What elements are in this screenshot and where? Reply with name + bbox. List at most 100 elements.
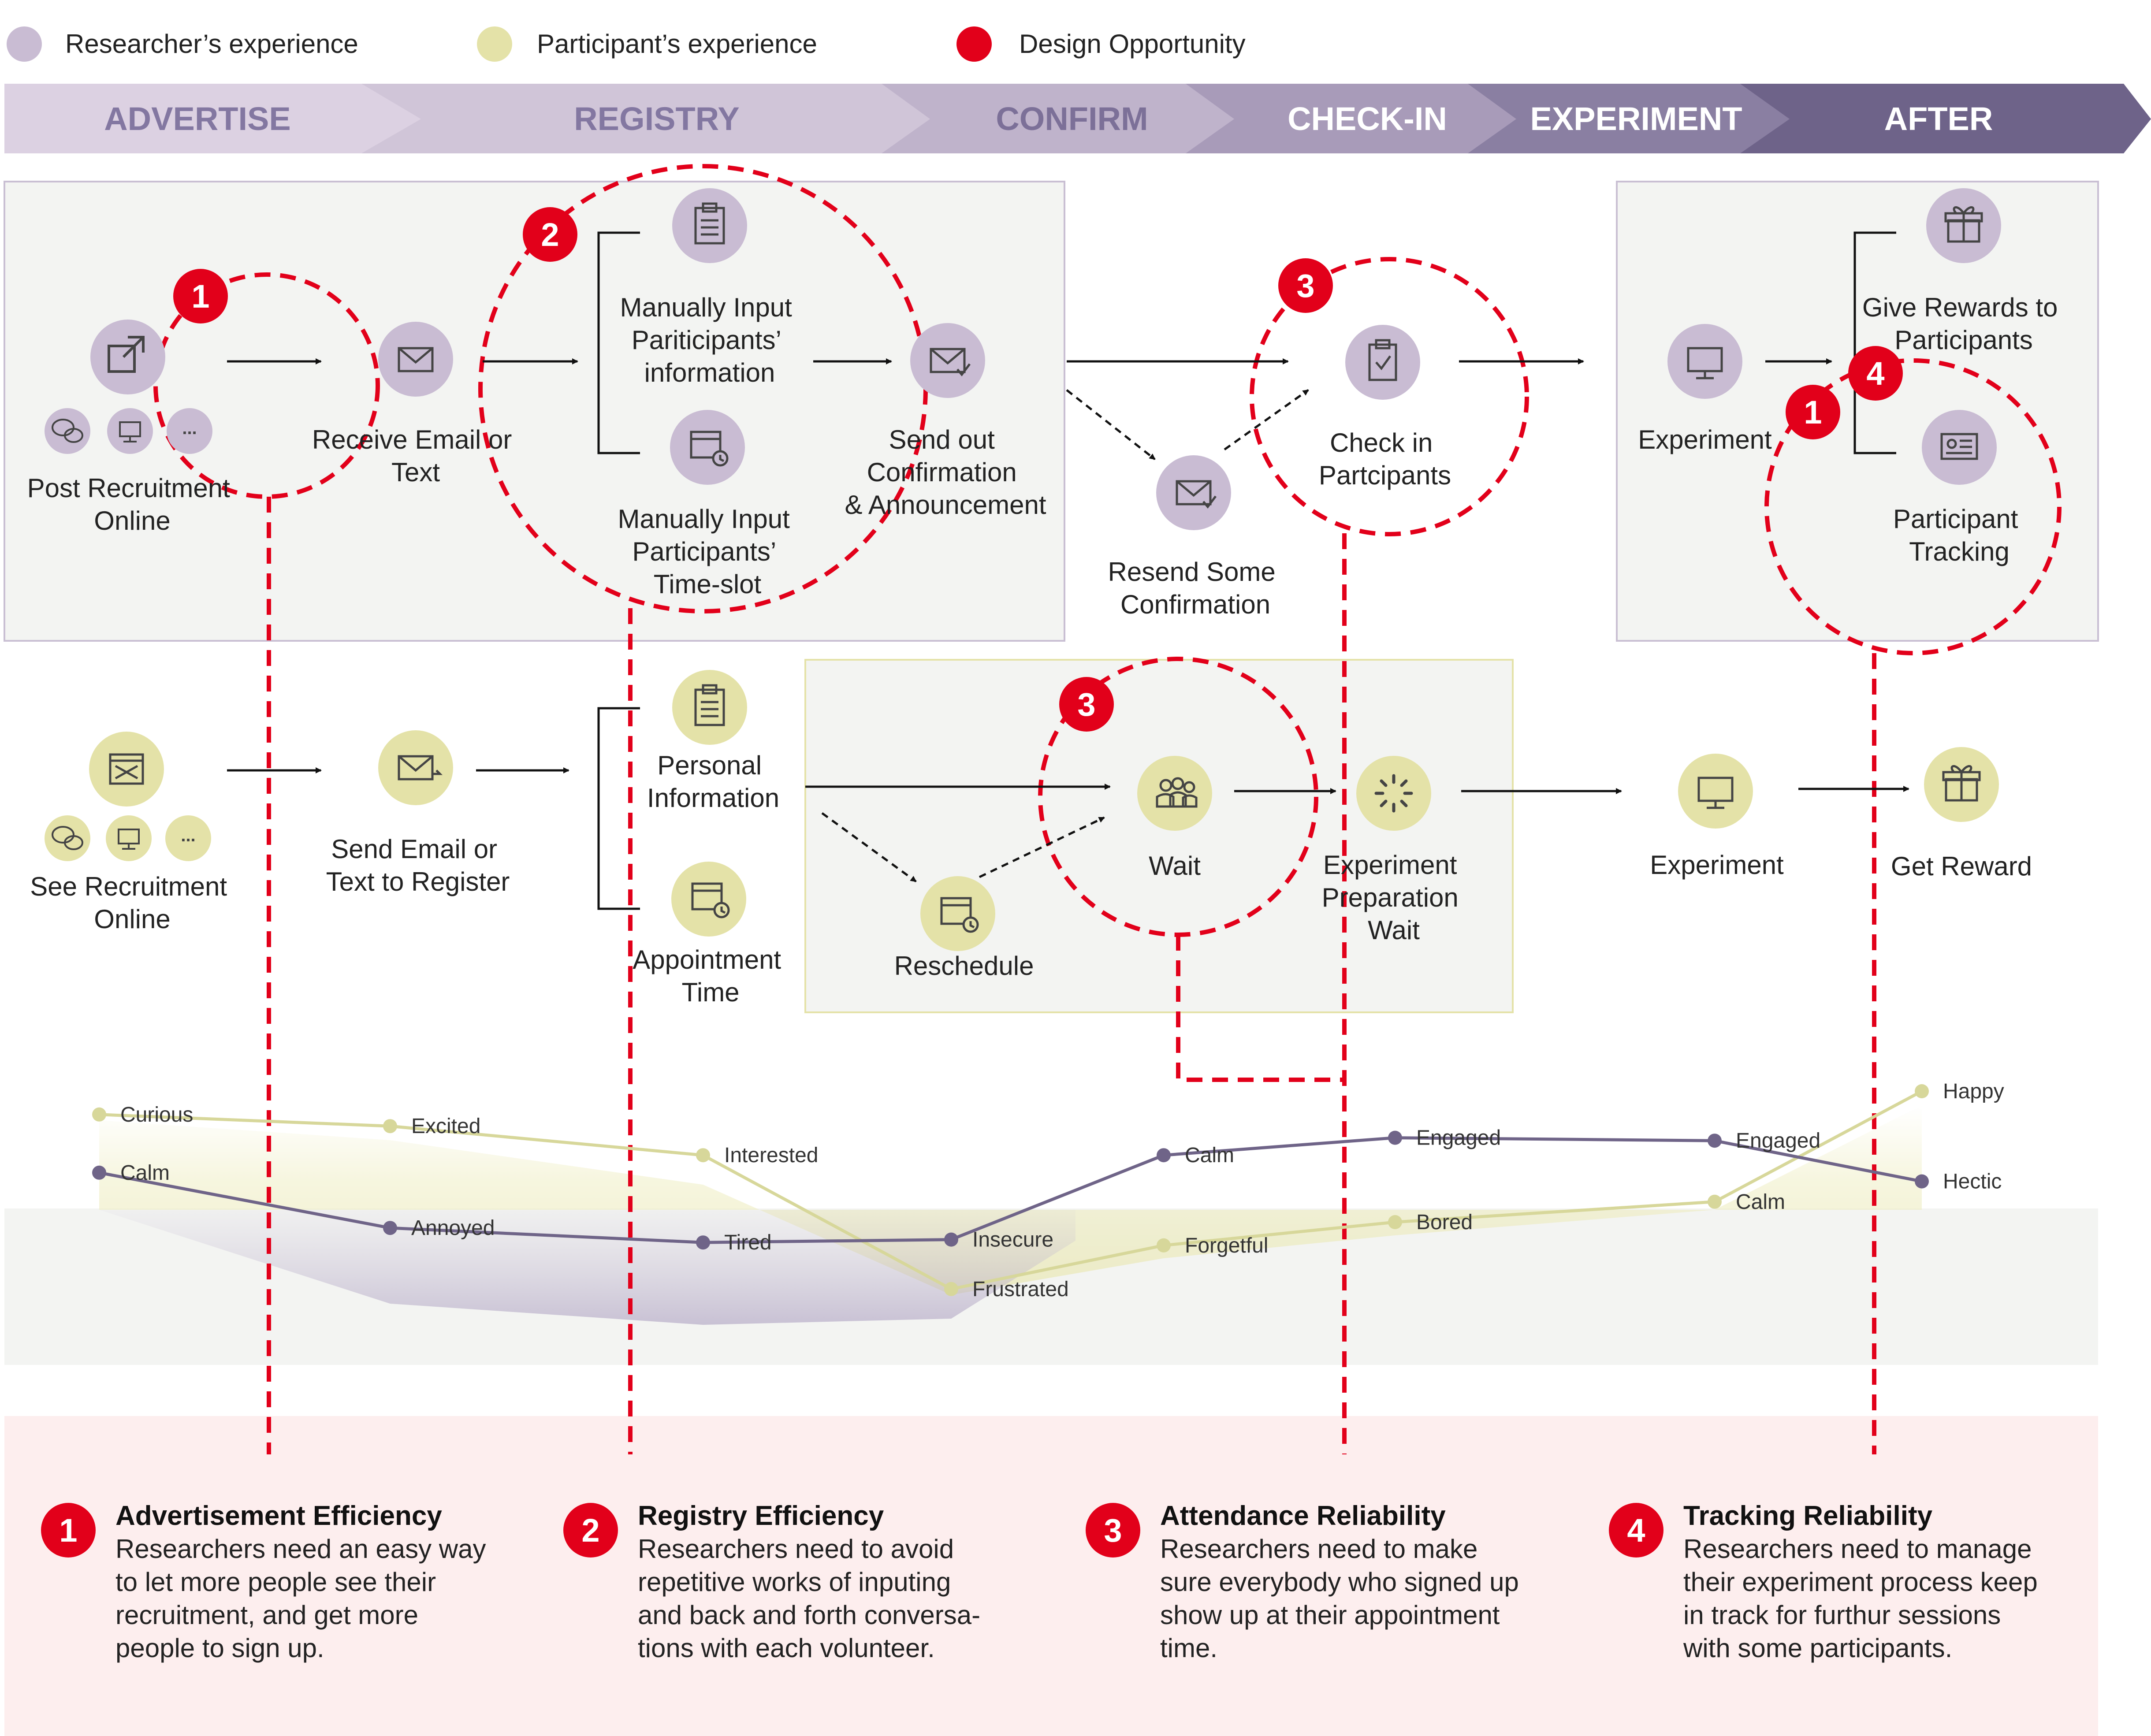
researcher-checkin-label: Check in Partcipants [1319,428,1451,490]
opportunity-circle-3-top [1250,257,1529,536]
researcher-receive-node [378,322,453,397]
arrows [227,358,1909,883]
participant-emotion-label: Curious [120,1103,193,1126]
researcher-resend-label: Resend Some Confirmation [1108,557,1283,619]
participant-emotion-label: Happy [1943,1080,2004,1103]
loading-spinner-icon [1374,774,1413,813]
calendar-clock-icon [690,431,729,467]
badge-2-top-number: 2 [541,216,559,253]
researcher-emotion-point [383,1221,397,1235]
opportunity-1-number: 1 [59,1512,77,1549]
opportunity-circle-1 [153,272,380,499]
calendar-clock-icon [940,897,979,933]
participant-emotion-point [944,1282,958,1296]
more-icon: ... [181,826,195,845]
badge-4-top [1848,346,1903,401]
stage-check-in: CHECK-IN [1288,100,1447,137]
legend-researcher-dot [7,26,42,62]
legend: Researcher’s experience Participant’s ex… [7,26,1246,62]
badge-3-top-number: 3 [1296,268,1314,304]
researcher-post-label: Post Recruitment Online [27,473,238,535]
badge-4-top-number: 4 [1866,355,1884,392]
badge-1-top-number: 1 [191,278,209,315]
stage-experiment: EXPERIMENT [1530,100,1742,137]
participant-nodes: ... See Recruitment Online Send Email or… [30,670,2032,1007]
participant-emotion-label: Excited [411,1115,480,1138]
researcher-panel-right [1616,181,2099,642]
participant-see-label: See Recruitment Online [30,872,234,934]
legend-opportunity-label: Design Opportunity [1019,29,1246,59]
opportunity-2-body: Researchers need to avoid repetitive wor… [638,1534,988,1663]
researcher-input-info-label: Manually Input Pariticipants’ informatio… [620,293,800,387]
participant-experiment-label: Experiment [1650,850,1784,880]
opportunity-band [4,1416,2098,1736]
researcher-send-confirm-label: Send out Confirmation & Announcement [845,425,1046,520]
opportunity-4-title: Tracking Reliability [1683,1501,1933,1531]
legend-participant-label: Participant’s experience [537,29,817,59]
researcher-emotion-label: Annoyed [411,1216,495,1240]
researcher-more-chip [167,408,212,454]
legend-participant-dot [477,26,512,62]
desktop-icon [119,421,141,442]
opportunity-3: 3 Attendance Reliability Researchers nee… [1086,1501,1526,1663]
participant-see-node [89,732,164,807]
opportunity-badges: 1 2 3 3 4 1 [173,207,1903,732]
id-card-icon [1940,433,1978,460]
participant-personal-node [672,670,747,745]
participant-more-chip [165,815,211,861]
mail-check-icon [930,348,971,377]
stage-advertise: ADVERTISE [104,100,291,137]
stage-after: AFTER [1884,100,1993,137]
participant-prep-wait-node [1356,756,1431,831]
participant-emotion-label: Forgetful [1185,1234,1268,1257]
badge-2-top [523,207,577,262]
participant-reward-label: Get Reward [1891,851,2032,881]
mail-icon [398,347,434,372]
researcher-emotion-label: Tired [724,1231,772,1254]
researcher-resend-node [1156,455,1231,530]
opportunity-2: 2 Registry Efficiency Researchers need t… [563,1501,988,1663]
opportunity-4-body: Researchers need to manage their experim… [1683,1534,2045,1663]
opportunity-4: 4 Tracking Reliability Researchers need … [1609,1501,2045,1663]
opportunity-descriptions: 1 Advertisement Efficiency Researchers n… [41,1501,2045,1663]
participant-emotion-point [383,1119,397,1134]
badge-1-after [1786,385,1840,439]
researcher-post-node [90,320,165,394]
researcher-emotion-label: Insecure [972,1228,1053,1252]
monitor-icon [1687,347,1723,379]
participant-desktop-chip [106,815,152,861]
calendar-clock-icon [691,882,730,918]
badge-3-top [1278,258,1333,313]
stage-registry: REGISTRY [574,100,740,137]
mail-check-icon [1176,480,1217,509]
clipboard-icon [694,684,725,726]
opportunity-3-badge [1086,1503,1140,1558]
researcher-emotion-label: Calm [120,1161,170,1185]
opportunity-4-badge [1609,1503,1663,1558]
researcher-emotion-point [1157,1148,1171,1163]
webpage-icon [109,753,144,785]
participant-send-node [378,730,453,805]
wechat-icon [52,419,83,443]
monitor-icon [1697,777,1734,809]
participant-emotion-line [99,1089,1923,1291]
researcher-emotion-label: Engaged [1416,1126,1501,1150]
opportunity-3-body: Researchers need to make sure everybody … [1160,1534,1526,1663]
legend-researcher-label: Researcher’s experience [65,29,358,59]
more-icon: ... [182,419,197,438]
opportunity-circles [153,164,2062,1454]
legend-opportunity-dot [956,26,992,62]
gift-icon [1944,206,1983,243]
badge-1-after-number: 1 [1804,394,1822,431]
researcher-send-confirm-node [910,323,985,398]
participant-appointment-node [671,862,746,937]
opportunity-3-title: Attendance Reliability [1160,1501,1446,1531]
researcher-input-slot-node [670,410,745,485]
opportunity-2-title: Registry Efficiency [638,1501,884,1531]
badge-3-wait [1059,677,1114,732]
researcher-emotion-point [1915,1174,1929,1189]
brackets [597,231,1896,910]
group-icon [1156,777,1198,808]
participant-emotion-label: Frustrated [972,1278,1069,1301]
researcher-emotion-point [1388,1130,1402,1145]
